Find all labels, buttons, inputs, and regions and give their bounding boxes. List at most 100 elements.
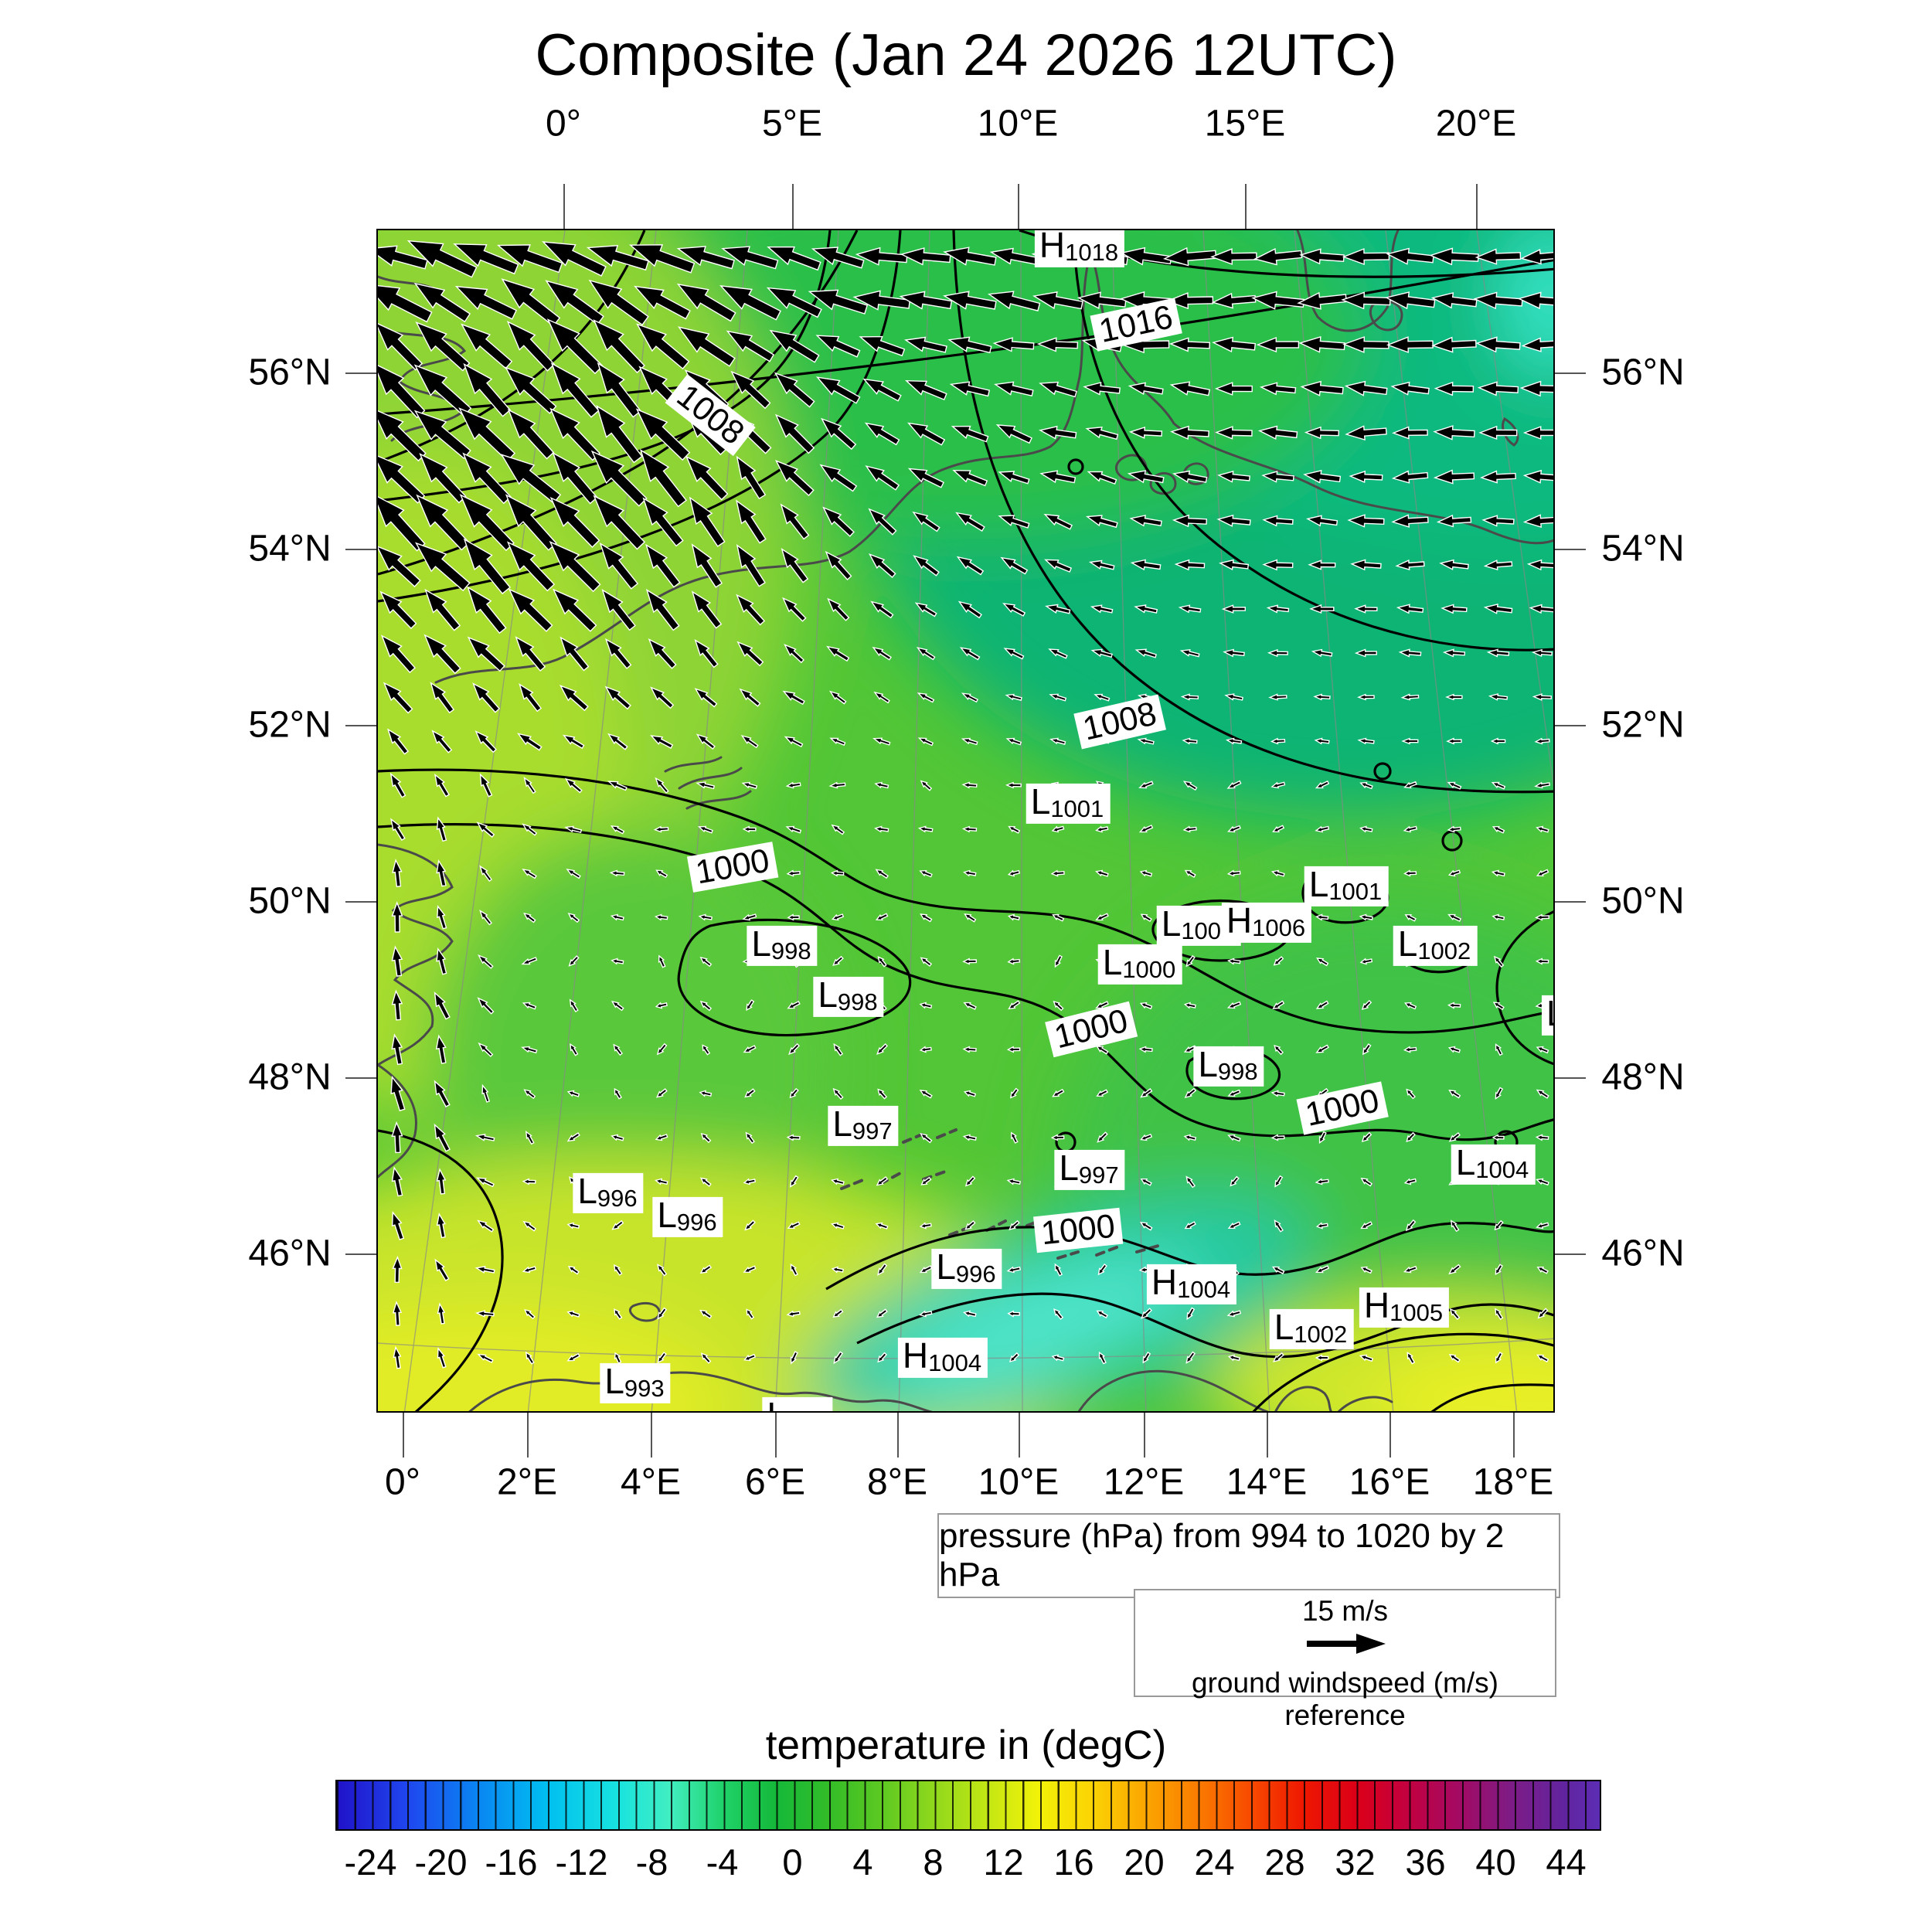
tick-mark [1245,184,1247,229]
wind-arrow-layer [378,240,1553,1369]
top-axis-label: 5°E [762,103,822,145]
tick-mark [1555,1077,1586,1079]
tick-mark [1476,184,1478,229]
tick-mark [775,1413,777,1458]
bottom-axis-label: 4°E [621,1461,681,1503]
pressure-center-label: L996 [931,1248,1002,1290]
map-plot-area: H1018 L1001 L1001 L1000 H1006 L1002 L1000 L998 L… [376,229,1555,1413]
colorbar-tick-label: 4 [852,1842,873,1883]
pressure-center-label: L1002 [1269,1308,1354,1350]
bottom-axis-label: 10°E [978,1461,1060,1503]
tick-mark [1555,725,1586,726]
wind-reference-speed: 15 m/s [1301,1595,1389,1627]
tick-mark [792,184,794,229]
pressure-center-label: L996 [652,1196,723,1238]
pressure-center-label: L1001 [1304,866,1389,907]
wind-reference-box: 15 m/s ground windspeed (m/s) reference [1134,1589,1556,1731]
tick-mark [345,372,376,374]
tick-mark [345,549,376,550]
pressure-center-label: L997 [1054,1149,1125,1191]
colorbar-tick-label: -12 [555,1842,608,1883]
pressure-center-label: L1002 [1393,925,1478,967]
tick-mark [1144,1413,1145,1458]
tick-mark [527,1413,529,1458]
tick-mark [563,184,565,229]
colorbar-tick-label: -16 [485,1842,538,1883]
bottom-axis-label: 18°E [1472,1461,1554,1503]
pressure-center-label: L10 [1541,995,1553,1036]
pressure-center-label: L993 [600,1362,671,1404]
pressure-center-label: L997 [828,1105,899,1147]
tick-mark [1019,1413,1020,1458]
pressure-center-label: L1001 [1026,783,1111,825]
tick-mark [345,1253,376,1255]
wind-reference-caption: ground windspeed (m/s) reference [1192,1667,1498,1731]
colorbar-tick-label: 40 [1475,1842,1516,1883]
tick-mark [403,1413,404,1458]
pressure-center-label: L998 [747,925,818,967]
tick-mark [1513,1413,1515,1458]
left-axis-label: 52°N [248,704,332,746]
colorbar-tick-label: 28 [1264,1842,1305,1883]
bottom-axis-label: 8°E [867,1461,927,1503]
colorbar-tick-label: 8 [923,1842,944,1883]
pressure-center-label: H1005 [1359,1287,1450,1328]
temperature-colorbar [335,1780,1601,1831]
right-axis-label: 50°N [1601,880,1685,922]
bottom-axis-label: 2°E [497,1461,557,1503]
pressure-center-label: L998 [1193,1046,1264,1087]
tick-mark [1555,901,1586,903]
right-axis-label: 48°N [1601,1056,1685,1098]
bottom-axis-label: 16°E [1349,1461,1430,1503]
right-axis-label: 54°N [1601,528,1685,570]
colorbar-tick-label: 36 [1405,1842,1446,1883]
bottom-axis-label: 0° [385,1461,420,1503]
tick-mark [1555,549,1586,550]
left-axis-label: 50°N [248,880,332,922]
wind-reference-arrow-icon [1306,1634,1386,1654]
left-axis-label: 48°N [248,1056,332,1098]
tick-mark [897,1413,899,1458]
left-axis-label: 54°N [248,528,332,570]
tick-mark [1555,372,1586,374]
right-axis-label: 56°N [1601,352,1685,393]
tick-mark [651,1413,652,1458]
colorbar-tick-label: 0 [782,1842,803,1883]
tick-mark [345,1077,376,1079]
tick-mark [1389,1413,1391,1458]
tick-mark [1267,1413,1268,1458]
pressure-center-label: L994 [762,1396,833,1411]
pressure-center-label: H1006 [1221,902,1312,944]
colorbar-tick-label: -8 [635,1842,668,1883]
colorbar-title: temperature in (degC) [765,1723,1167,1768]
pressure-center-label: H1004 [897,1337,988,1379]
colorbar-tick-label: 20 [1124,1842,1165,1883]
top-axis-label: 20°E [1435,103,1517,145]
pressure-legend-box: pressure (hPa) from 994 to 1020 by 2 hPa [937,1513,1560,1598]
left-axis-label: 46°N [248,1233,332,1274]
top-axis-label: 10°E [977,103,1059,145]
page-title: Composite (Jan 24 2026 12UTC) [535,22,1397,88]
bottom-axis-label: 12°E [1103,1461,1185,1503]
colorbar-tick-label: 12 [983,1842,1024,1883]
top-axis-label: 15°E [1204,103,1286,145]
pressure-center-label: L998 [813,976,884,1018]
tick-mark [1018,184,1019,229]
pressure-center-label: L1000 [1097,944,1182,985]
colorbar-tick-label: 32 [1335,1842,1376,1883]
tick-mark [345,725,376,726]
right-axis-label: 46°N [1601,1233,1685,1274]
left-axis-label: 56°N [248,352,332,393]
colorbar-tick-label: -24 [344,1842,397,1883]
bottom-axis-label: 6°E [745,1461,805,1503]
colorbar-tick-label: -20 [414,1842,468,1883]
tick-mark [1555,1253,1586,1255]
pressure-center-label: L1004 [1451,1144,1536,1185]
colorbar-tick-label: 16 [1053,1842,1094,1883]
pressure-center-label: H1018 [1034,230,1125,268]
bottom-axis-label: 14°E [1226,1461,1308,1503]
right-axis-label: 52°N [1601,704,1685,746]
tick-mark [345,901,376,903]
pressure-center-label: L996 [573,1172,644,1214]
